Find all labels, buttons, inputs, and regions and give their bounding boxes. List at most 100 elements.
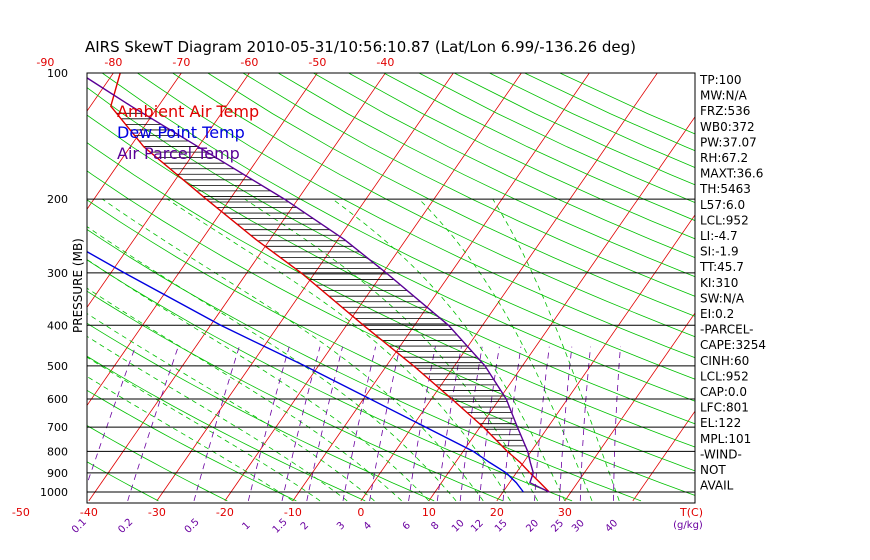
dry-adiabat-line: [454, 73, 695, 186]
isotherm-line: [87, 73, 182, 210]
pressure-tick: 200: [47, 193, 68, 206]
index-item: LFC:801: [700, 401, 749, 415]
legend-item: Air Parcel Temp: [117, 144, 240, 163]
index-item: TP:100: [699, 73, 742, 87]
isotherm-line: [87, 73, 114, 112]
isotherm-line: [564, 312, 695, 502]
mixing-ratio-tick: 6: [401, 520, 413, 532]
dew-point-temp-line: [87, 250, 524, 493]
dry-adiabat-line: [87, 114, 695, 425]
dry-adiabat-line: [87, 389, 297, 502]
index-item: LI:-4.7: [700, 229, 738, 243]
mixing-ratio-line: [559, 346, 573, 501]
index-item: PW:37.07: [700, 135, 757, 149]
mixing-ratio-line: [281, 346, 321, 501]
bottom-temp-tick: -30: [148, 506, 166, 519]
bottom-temp-tick: -20: [216, 506, 234, 519]
moist-adiabat-line: [87, 226, 457, 502]
index-item: NOT: [700, 463, 726, 477]
moist-adiabat-line: [332, 198, 566, 502]
index-item: -PARCEL-: [700, 323, 754, 337]
cape-hatching: [116, 112, 528, 452]
top-temp-tick: -70: [172, 56, 190, 69]
mixing-ratio-tick: 1: [240, 520, 252, 532]
isotherm-line: [156, 73, 454, 502]
mixing-ratio-tick: 0.2: [116, 517, 135, 536]
dry-adiabat-line: [524, 73, 695, 152]
isotherm-line: [428, 116, 695, 502]
isotherm-line: [632, 410, 695, 502]
index-item: MAXT:36.6: [700, 167, 763, 181]
pressure-tick: 1000: [40, 486, 68, 499]
dry-adiabat-line: [101, 73, 695, 380]
dry-adiabat-line: [418, 73, 695, 203]
chart-title: AIRS SkewT Diagram 2010-05-31/10:56:10.8…: [85, 38, 636, 56]
index-item: CINH:60: [700, 354, 749, 368]
bottom-temp-tick: 10: [422, 506, 436, 519]
isotherm-line: [87, 73, 250, 308]
moist-adiabat-line: [492, 198, 620, 502]
mixing-ratio-tick: 4: [362, 520, 374, 532]
mixing-ratio-line: [342, 346, 376, 501]
index-item: EL:122: [700, 416, 741, 430]
mixing-ratio-line: [534, 346, 550, 501]
isotherm-line: [360, 73, 658, 502]
bottom-temp-tick: -10: [284, 506, 302, 519]
mixing-ratio-line: [369, 346, 401, 501]
moist-adiabat-line: [87, 335, 348, 502]
mixing-ratio-tick: 25: [549, 518, 566, 535]
mixing-ratio-tick: 10: [450, 518, 467, 535]
top-temp-tick: -40: [376, 56, 394, 69]
index-item: KI:310: [700, 276, 738, 290]
moist-adiabat-line: [87, 356, 321, 502]
isotherm-line: [88, 73, 386, 502]
index-item: L57:6.0: [700, 198, 745, 212]
index-item: AVAIL: [700, 479, 734, 493]
dry-adiabat-line: [87, 87, 695, 402]
dry-adiabat-line: [87, 199, 695, 496]
dry-adiabat-line: [87, 142, 695, 448]
mixing-ratio-line: [247, 346, 290, 501]
index-item: LCL:952: [700, 213, 749, 227]
dry-adiabat-line: [87, 461, 159, 502]
moist-adiabat-line: [87, 376, 294, 502]
mixing-ratio-tick: 3: [335, 520, 347, 532]
legend-item: Ambient Air Temp: [117, 102, 259, 121]
mixing-ratio-tick: 2: [299, 520, 311, 532]
index-item: TH:5463: [699, 182, 751, 196]
top-temp-tick: -90: [36, 56, 54, 69]
moist-adiabat-line: [87, 287, 402, 502]
bottom-temp-tick: 30: [558, 506, 572, 519]
top-temp-tick: -50: [308, 56, 326, 69]
pressure-tick: 600: [47, 393, 68, 406]
dry-adiabat-line: [87, 355, 366, 502]
index-item: SI:-1.9: [700, 245, 739, 259]
mixing-ratio-tick: 40: [603, 518, 620, 535]
bottom-temp-tick: 0: [357, 506, 364, 519]
air-parcel-temp-line: [87, 77, 550, 493]
mixing-ratio-tick: 1.5: [271, 517, 290, 536]
moist-adiabat-line: [102, 198, 484, 502]
dry-adiabat-line: [137, 73, 695, 359]
dry-adiabat-line: [87, 259, 573, 502]
mixing-ratio-tick: 8: [429, 520, 441, 532]
moist-adiabat-line: [166, 198, 511, 502]
bottom-temp-tick: -40: [80, 506, 98, 519]
profile-lines: [87, 73, 550, 493]
top-temp-tick: -60: [240, 56, 258, 69]
mixing-ratio-tick: 12: [469, 518, 486, 535]
ambient-air-temp-line: [110, 73, 550, 493]
isotherm-line: [496, 214, 695, 502]
index-item: SW:N/A: [700, 291, 745, 305]
pressure-tick: 100: [47, 67, 68, 80]
dry-adiabat-line: [172, 73, 695, 338]
mixing-ratio-tick: 0.5: [183, 517, 202, 536]
moist-adiabat-line: [87, 313, 375, 502]
isotherm-line: [0, 64, 52, 501]
mixing-ratio-tick: 30: [570, 518, 587, 535]
dry-adiabat-line: [207, 73, 695, 317]
dry-adiabat-line: [87, 170, 695, 472]
top-temp-tick: -80: [104, 56, 122, 69]
dry-adiabat-line: [242, 73, 695, 297]
